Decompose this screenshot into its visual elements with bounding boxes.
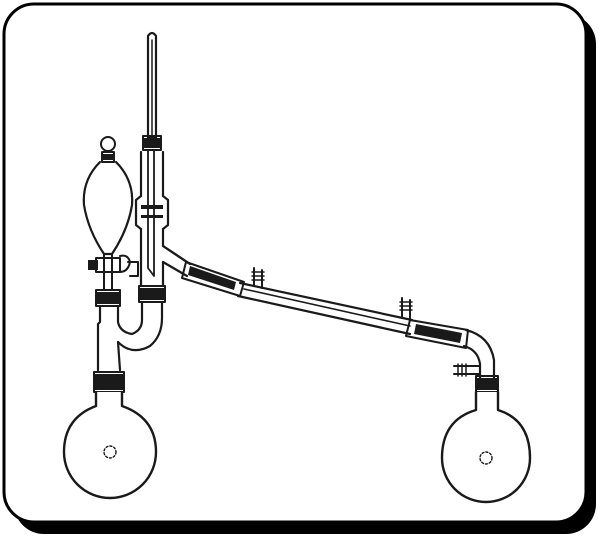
stopcock-icon [88,254,139,277]
funnel-joint [95,289,121,307]
boiling-flask-icon [62,390,158,500]
thermometer-icon [142,31,162,277]
distillation-head-icon [134,150,192,303]
receiving-flask-icon [440,390,532,504]
claisen-adapter-icon [93,300,164,393]
card-face [2,2,588,524]
condenser-icon [236,267,469,349]
